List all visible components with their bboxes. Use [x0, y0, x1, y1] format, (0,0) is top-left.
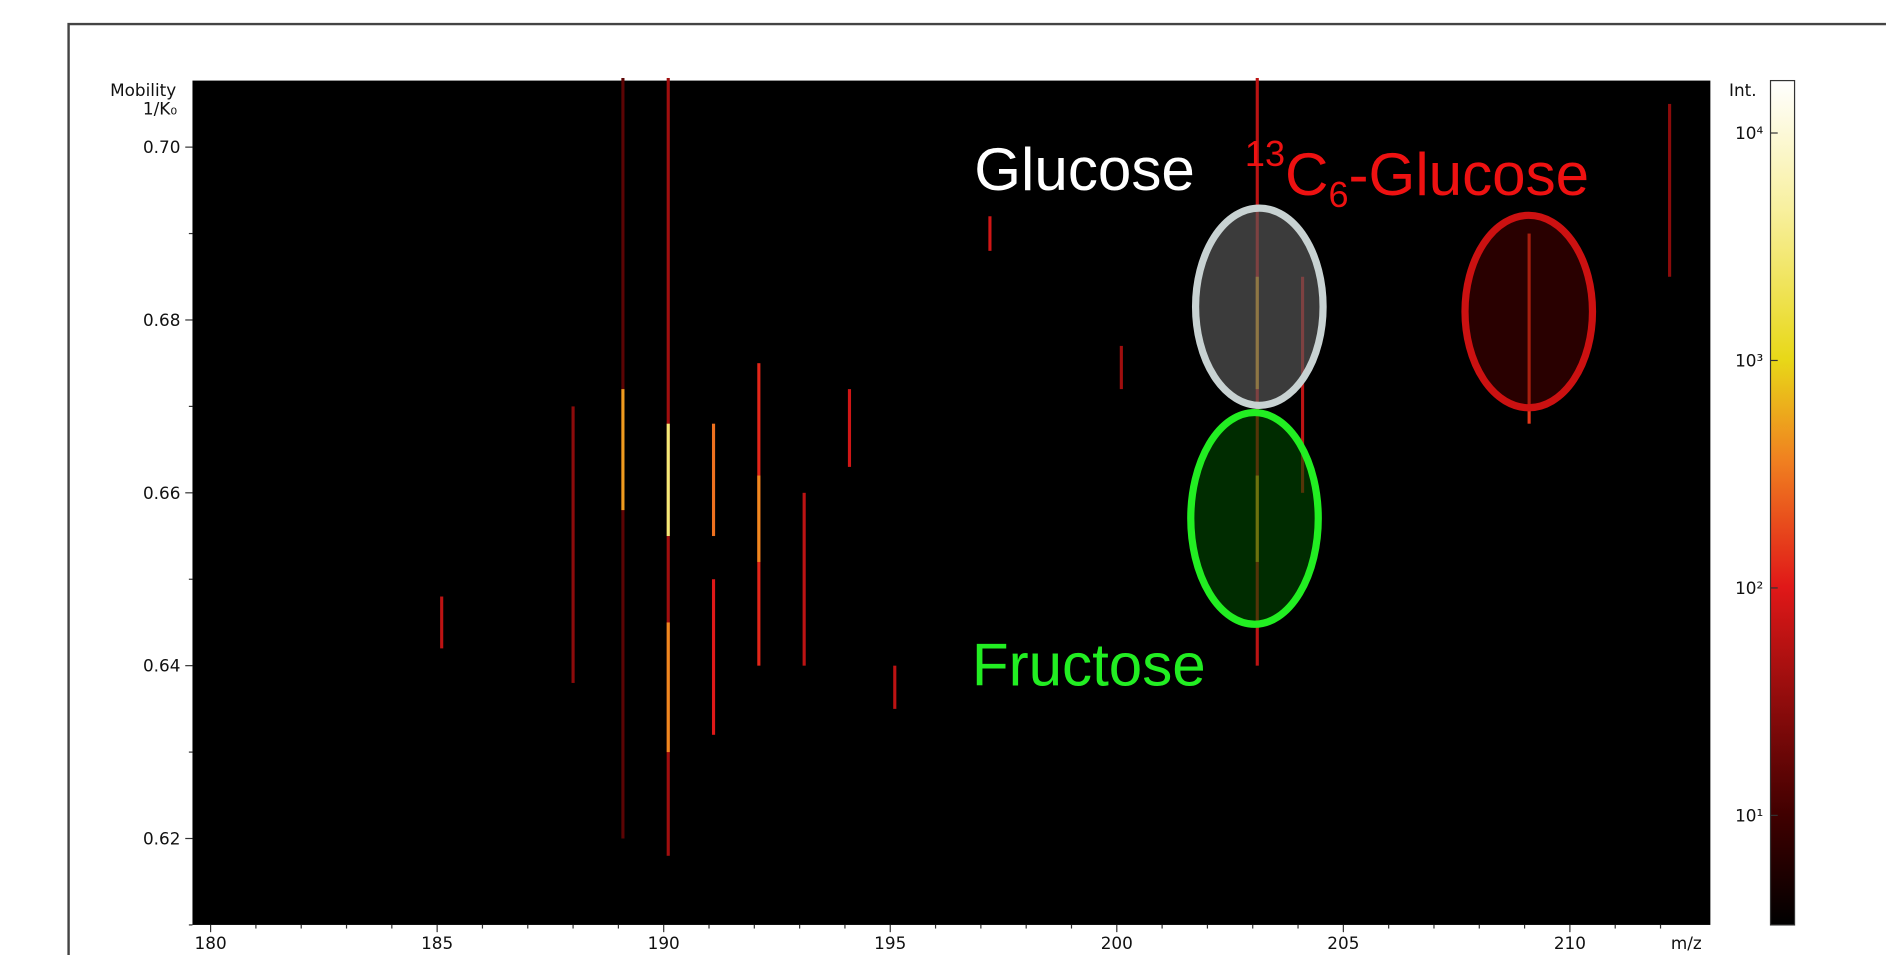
y-tick-label: 0.64 — [143, 656, 180, 676]
streak — [667, 622, 670, 752]
streak — [712, 579, 715, 735]
x-axis-label: m/z — [1671, 933, 1702, 953]
glucose-label: Glucose — [974, 136, 1195, 203]
colorbar-tick-label: 10¹ — [1735, 805, 1763, 825]
streak — [440, 597, 443, 649]
streak — [572, 406, 575, 683]
x-tick-label: 190 — [648, 933, 680, 953]
streak — [848, 389, 851, 467]
y-tick-label: 0.70 — [143, 137, 180, 157]
x-tick-label: 180 — [195, 933, 227, 953]
streak — [621, 389, 624, 510]
fructose-ellipse — [1191, 413, 1318, 625]
fructose-label: Fructose — [972, 632, 1206, 699]
subscript: 6 — [1328, 174, 1348, 215]
colorbar-tick-label: 10² — [1735, 578, 1763, 598]
x-tick-label: 210 — [1554, 933, 1586, 953]
y-tick-label: 0.66 — [143, 483, 180, 503]
x-tick-label: 200 — [1101, 933, 1133, 953]
streak — [1120, 346, 1123, 389]
streak — [893, 666, 896, 709]
streak — [667, 424, 670, 536]
chart: Glucose 13C6-Glucose Fructose Mobility 1… — [0, 0, 1886, 955]
colorbar-label: Int. — [1729, 80, 1757, 100]
y-tick-label: 0.68 — [143, 310, 180, 330]
streak — [988, 216, 991, 251]
superscript: 13 — [1245, 133, 1285, 174]
streak — [1668, 104, 1671, 277]
x-tick-label: 195 — [874, 933, 906, 953]
base: C — [1285, 141, 1328, 208]
y-axis-unit: 1/K₀ — [143, 98, 177, 118]
y-axis-label: Mobility — [110, 80, 176, 100]
x-tick-label: 205 — [1327, 933, 1359, 953]
glucose-ellipse — [1196, 208, 1323, 405]
streak — [803, 493, 806, 666]
streak — [712, 424, 715, 536]
x-tick-label: 185 — [421, 933, 453, 953]
colorbar-tick-label: 10⁴ — [1735, 123, 1763, 143]
streak — [757, 476, 760, 562]
labeled-glucose-ellipse — [1465, 215, 1592, 407]
y-tick-label: 0.62 — [143, 829, 180, 849]
colorbar — [1771, 81, 1795, 925]
rest: -Glucose — [1349, 141, 1590, 208]
colorbar-tick-label: 10³ — [1735, 350, 1763, 370]
page: {"chart_data": { "type": "heatmap", "y_l… — [0, 0, 1886, 955]
labeled-glucose-label: 13C6-Glucose — [1245, 133, 1589, 215]
